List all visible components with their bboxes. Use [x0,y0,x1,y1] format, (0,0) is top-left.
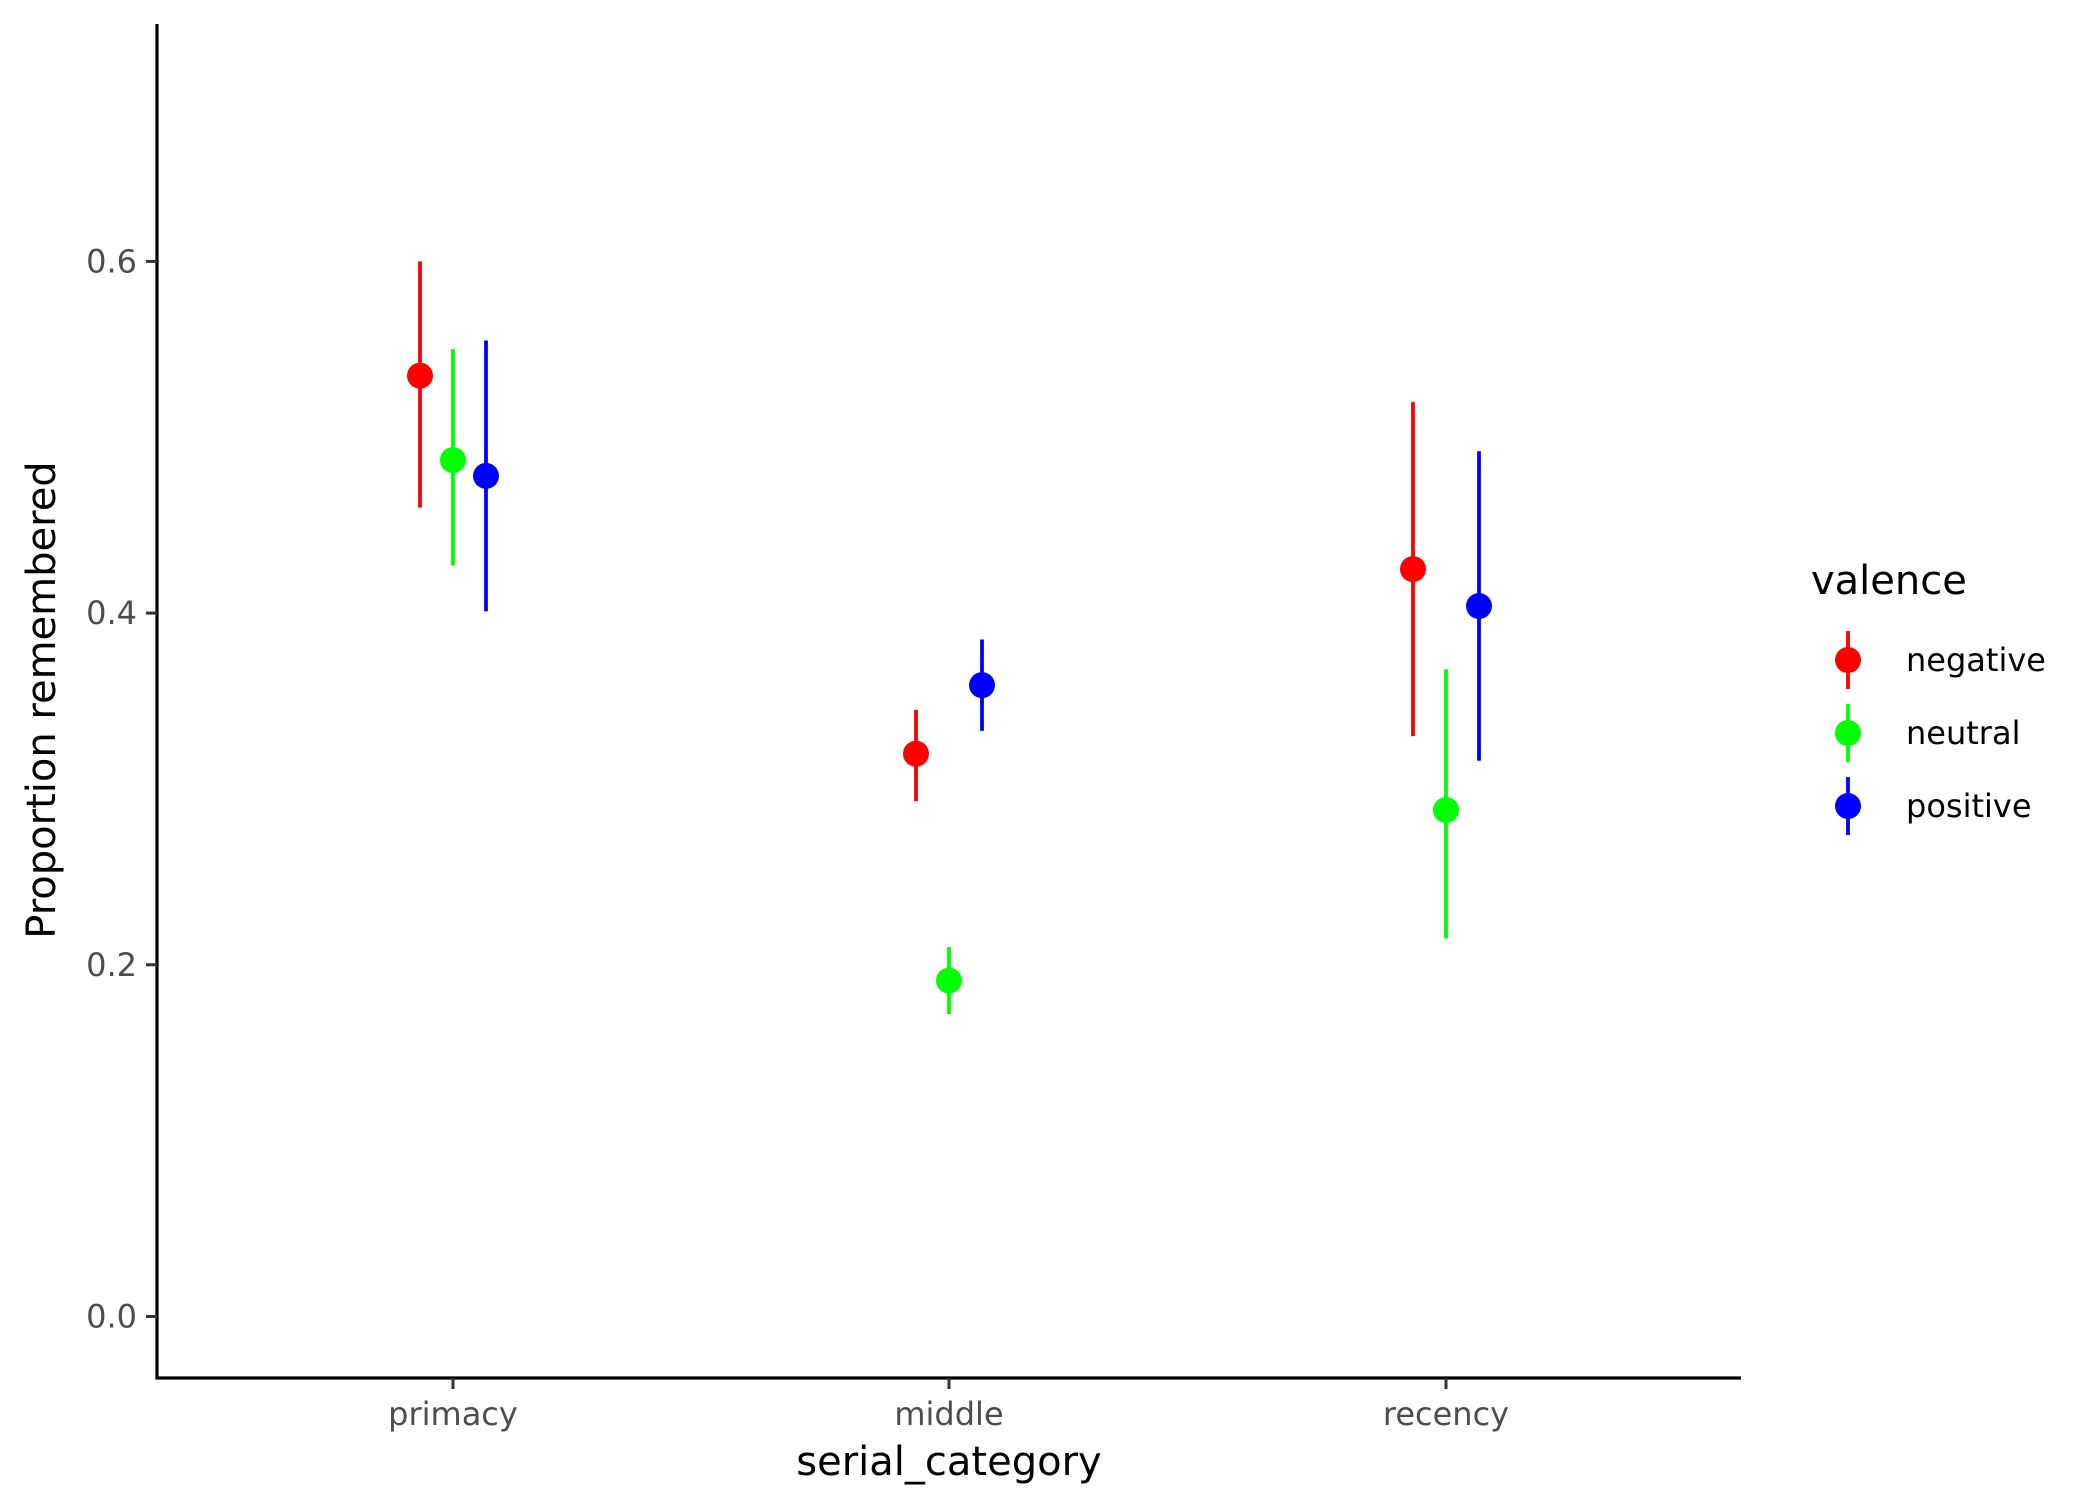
data-point [903,740,929,767]
legend-item-neutral: neutral [1835,704,2020,762]
x-tick-label: recency [1383,1395,1509,1433]
y-axis-title: Proportion remembered [19,461,65,938]
y-tick-label: 0.0 [86,1297,137,1335]
x-axis-ticks: primacy middle recency [388,1378,1509,1433]
data-point [1466,593,1492,620]
series-neutral [440,349,1459,1015]
legend-key-point [1835,647,1861,673]
legend-title: valence [1811,558,1967,604]
legend: valence negative neutral positive [1811,558,2046,835]
x-axis-title: serial_category [796,1439,1101,1485]
data-point [1400,556,1426,583]
data-point [1433,797,1459,824]
data-point [936,967,962,994]
legend-key-point [1835,793,1861,819]
series-negative [407,261,1426,802]
legend-key-point [1835,720,1861,746]
legend-item-positive: positive [1835,777,2032,835]
data-point [473,462,499,489]
x-tick-label: middle [894,1395,1003,1433]
data-point [407,362,433,389]
data-point [440,447,466,474]
axes [155,24,1741,1380]
y-axis-ticks: 0.0 0.2 0.4 0.6 [86,242,157,1335]
y-tick-label: 0.4 [86,594,137,632]
y-tick-label: 0.2 [86,946,137,984]
data-point [969,672,995,699]
y-tick-label: 0.6 [86,242,137,280]
legend-label: positive [1906,787,2032,825]
legend-label: negative [1906,641,2046,679]
series-positive [473,340,1492,761]
legend-item-negative: negative [1835,631,2046,689]
data-marks [407,261,1492,1015]
x-tick-label: primacy [388,1395,518,1433]
legend-label: neutral [1906,714,2020,752]
